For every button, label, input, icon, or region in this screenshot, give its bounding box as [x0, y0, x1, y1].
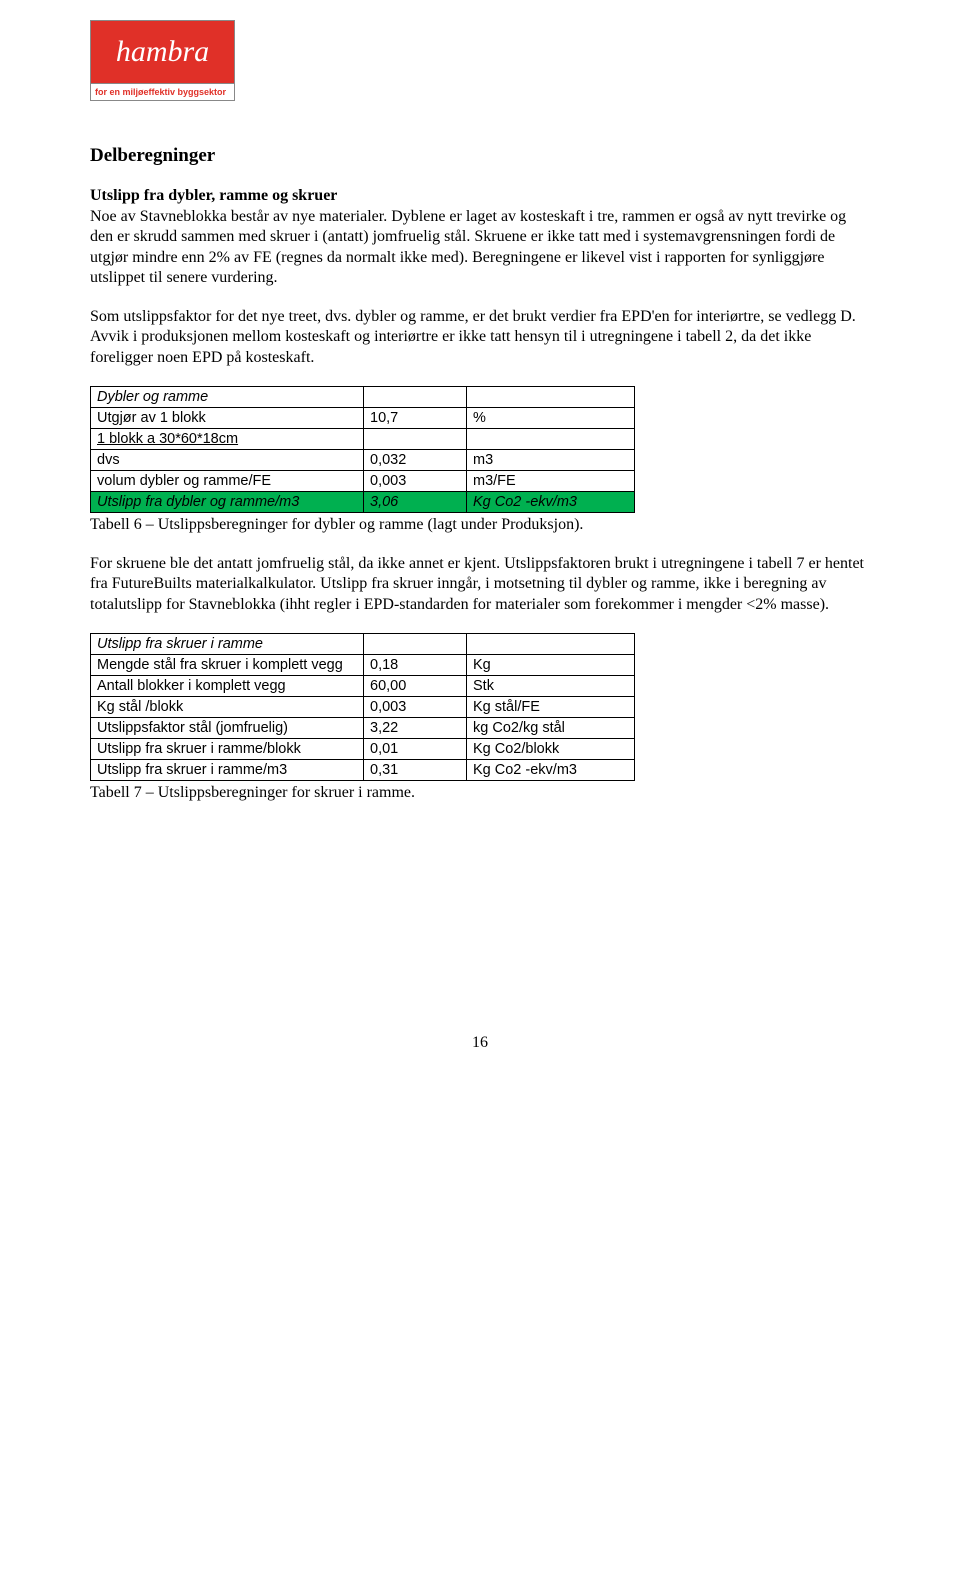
- table-cell: dvs: [91, 450, 364, 471]
- table-cell: Stk: [467, 676, 635, 697]
- table-cell: [364, 387, 467, 408]
- table-cell: 0,01: [364, 739, 467, 760]
- table-row: Kg stål /blokk 0,003 Kg stål/FE: [91, 697, 635, 718]
- table-cell: 0,31: [364, 760, 467, 781]
- table-cell: m3/FE: [467, 471, 635, 492]
- table-cell: Utslipp fra skruer i ramme/blokk: [91, 739, 364, 760]
- document-page: hambra for en miljøeffektiv byggsektor D…: [0, 0, 960, 1092]
- table-cell: Kg Co2 -ekv/m3: [467, 760, 635, 781]
- table-cell: 3,06: [364, 492, 467, 513]
- table-cell: 0,003: [364, 697, 467, 718]
- table-caption-6: Tabell 6 – Utslippsberegninger for dyble…: [90, 515, 870, 535]
- logo-brand: hambra: [116, 35, 209, 69]
- table-row: dvs 0,032 m3: [91, 450, 635, 471]
- table-cell: Mengde stål fra skruer i komplett vegg: [91, 655, 364, 676]
- table-cell: volum dybler og ramme/FE: [91, 471, 364, 492]
- heading-delberegninger: Delberegninger: [90, 145, 870, 167]
- table-row: Utslippsfaktor stål (jomfruelig) 3,22 kg…: [91, 718, 635, 739]
- logo-tagline: for en miljøeffektiv byggsektor: [90, 84, 235, 101]
- table-title: Utslipp fra skruer i ramme: [91, 634, 364, 655]
- table-cell: 10,7: [364, 408, 467, 429]
- subheading-utslipp: Utslipp fra dybler, ramme og skruer: [90, 187, 870, 205]
- table-caption-7: Tabell 7 – Utslippsberegninger for skrue…: [90, 783, 870, 803]
- table-cell: Utslipp fra skruer i ramme/m3: [91, 760, 364, 781]
- table-row: Utslipp fra skruer i ramme/blokk 0,01 Kg…: [91, 739, 635, 760]
- table-cell: Antall blokker i komplett vegg: [91, 676, 364, 697]
- logo-top: hambra: [90, 20, 235, 84]
- table-cell: [364, 634, 467, 655]
- table-cell: Kg: [467, 655, 635, 676]
- table-cell: 0,18: [364, 655, 467, 676]
- table-cell: Utgjør av 1 blokk: [91, 408, 364, 429]
- table-cell: 0,003: [364, 471, 467, 492]
- table-cell: Kg Co2/blokk: [467, 739, 635, 760]
- table-cell: Kg stål/FE: [467, 697, 635, 718]
- table-cell: 1 blokk a 30*60*18cm: [91, 429, 364, 450]
- table-cell: kg Co2/kg stål: [467, 718, 635, 739]
- table-row: Antall blokker i komplett vegg 60,00 Stk: [91, 676, 635, 697]
- table-row: 1 blokk a 30*60*18cm: [91, 429, 635, 450]
- table-row: volum dybler og ramme/FE 0,003 m3/FE: [91, 471, 635, 492]
- logo: hambra for en miljøeffektiv byggsektor: [90, 20, 235, 115]
- table-row: Utslipp fra skruer i ramme/m3 0,31 Kg Co…: [91, 760, 635, 781]
- table-cell: 3,22: [364, 718, 467, 739]
- table-cell: %: [467, 408, 635, 429]
- table-cell: [467, 387, 635, 408]
- paragraph-2: Som utslippsfaktor for det nye treet, dv…: [90, 307, 870, 368]
- table-dybler-og-ramme: Dybler og ramme Utgjør av 1 blokk 10,7 %…: [90, 386, 635, 513]
- table-cell: 60,00: [364, 676, 467, 697]
- table-title-row: Utslipp fra skruer i ramme: [91, 634, 635, 655]
- table-cell: Utslippsfaktor stål (jomfruelig): [91, 718, 364, 739]
- table-cell: [467, 429, 635, 450]
- table-cell: [467, 634, 635, 655]
- paragraph-1: Noe av Stavneblokka består av nye materi…: [90, 207, 870, 289]
- table-cell: [364, 429, 467, 450]
- table-row: Mengde stål fra skruer i komplett vegg 0…: [91, 655, 635, 676]
- table-row: Utgjør av 1 blokk 10,7 %: [91, 408, 635, 429]
- table-cell: Kg Co2 -ekv/m3: [467, 492, 635, 513]
- paragraph-3: For skruene ble det antatt jomfruelig st…: [90, 554, 870, 615]
- table-skruer-i-ramme: Utslipp fra skruer i ramme Mengde stål f…: [90, 633, 635, 781]
- table-row-highlight: Utslipp fra dybler og ramme/m3 3,06 Kg C…: [91, 492, 635, 513]
- table-title-row: Dybler og ramme: [91, 387, 635, 408]
- table-cell: Kg stål /blokk: [91, 697, 364, 718]
- table-cell: 0,032: [364, 450, 467, 471]
- table-title: Dybler og ramme: [91, 387, 364, 408]
- table-cell: m3: [467, 450, 635, 471]
- table-cell: Utslipp fra dybler og ramme/m3: [91, 492, 364, 513]
- page-number: 16: [90, 1034, 870, 1052]
